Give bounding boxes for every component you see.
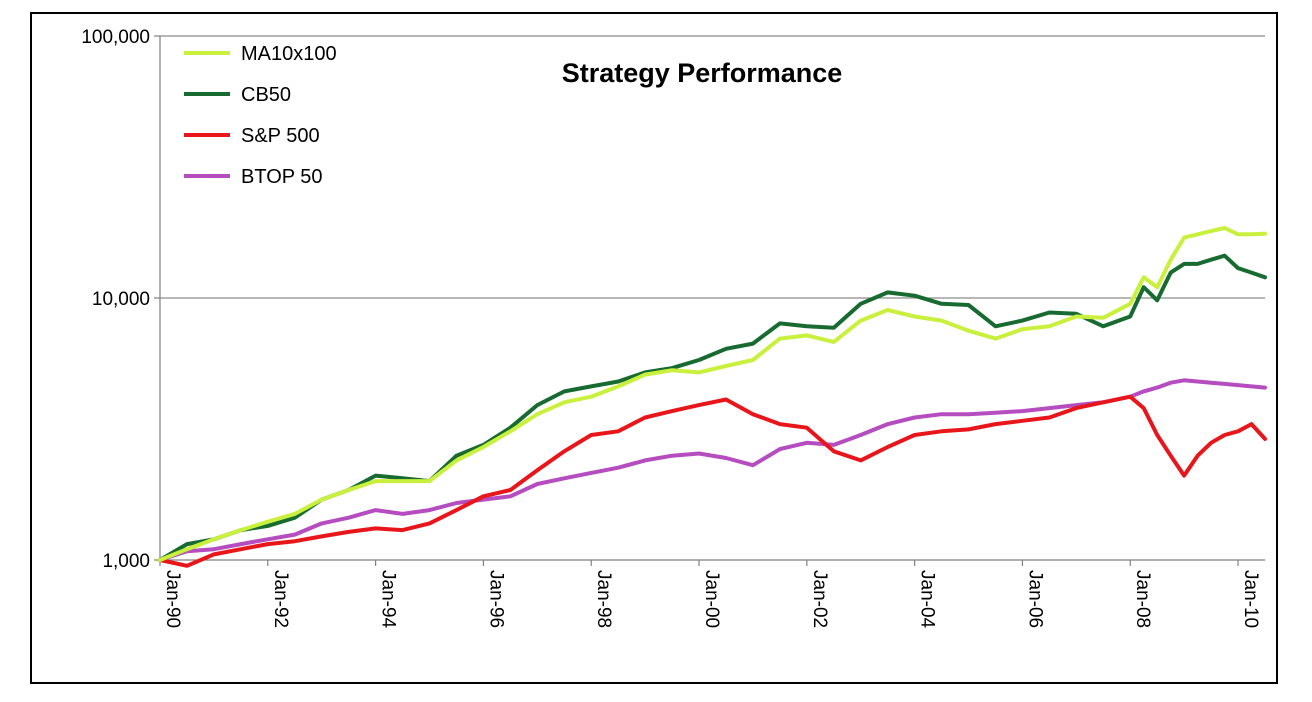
- x-tick-labels: Jan-90 Jan-92 Jan-94 Jan-96 Jan-98 Jan-00 Jan-…: [162, 570, 1261, 629]
- x-tick-label: Jan-00: [701, 570, 722, 628]
- y-tick-label: 100,000: [81, 27, 150, 48]
- x-tick-label: Jan-08: [1132, 570, 1153, 628]
- x-tick-label: Jan-06: [1024, 570, 1045, 628]
- x-tick-label: Jan-02: [809, 570, 830, 628]
- axes: [159, 36, 1265, 561]
- chart-title: Strategy Performance: [562, 58, 843, 88]
- chart-frame: 1,000 10,000 100,000 Jan-90 Jan-92 Jan-94 Jan…: [30, 12, 1278, 684]
- x-tick-label: Jan-04: [917, 570, 938, 629]
- y-tick-labels: 1,000 10,000 100,000: [81, 27, 150, 572]
- x-tick-label: Jan-90: [162, 570, 183, 628]
- legend-label: MA10x100: [241, 43, 337, 65]
- y-tick-label: 1,000: [102, 551, 150, 572]
- legend-label: S&P 500: [241, 125, 320, 147]
- legend: MA10x100 CB50 S&P 500 BTOP 50: [184, 43, 337, 188]
- x-tick-label: Jan-10: [1240, 570, 1261, 628]
- series-line-btop-50: [158, 378, 1267, 562]
- series-lines: [158, 226, 1267, 568]
- x-tick-label: Jan-94: [378, 570, 399, 629]
- series-line-s-p-500: [158, 394, 1267, 568]
- legend-label: BTOP 50: [241, 166, 323, 188]
- series-line-ma10x100: [158, 226, 1267, 562]
- legend-label: CB50: [241, 84, 291, 106]
- x-tick-label: Jan-96: [485, 570, 506, 628]
- x-tick-label: Jan-98: [593, 570, 614, 628]
- x-tick-label: Jan-92: [270, 570, 291, 628]
- gridlines: [154, 35, 1265, 566]
- series-line-cb50: [158, 253, 1267, 562]
- y-tick-label: 10,000: [92, 289, 150, 310]
